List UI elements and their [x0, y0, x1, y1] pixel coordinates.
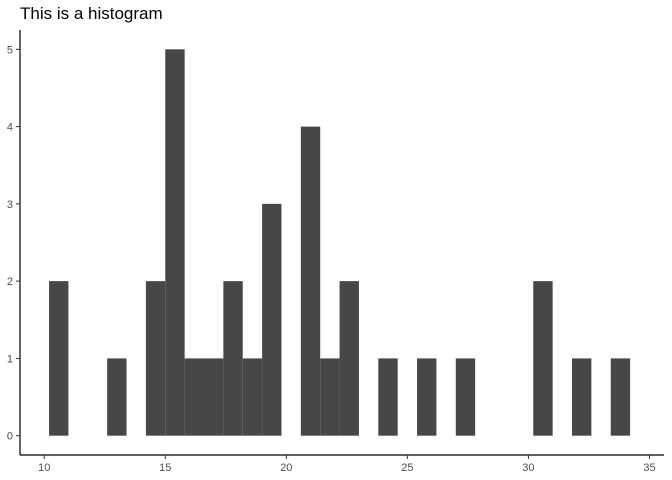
histogram-bar-25 [533, 281, 553, 436]
histogram-bar-9 [223, 281, 243, 436]
histogram-bar-14 [320, 358, 340, 436]
x-tick-label: 30 [522, 462, 534, 474]
y-tick-label: 0 [7, 431, 13, 443]
histogram-bar-27 [572, 358, 592, 436]
bars-group [49, 49, 631, 436]
x-tick-label: 35 [643, 462, 655, 474]
histogram-bar-11 [262, 203, 282, 436]
histogram-bar-17 [378, 358, 398, 436]
chart-title: This is a histogram [20, 4, 163, 23]
y-tick-label: 4 [7, 122, 13, 134]
y-tick-label: 1 [7, 353, 13, 365]
histogram-bar-15 [339, 281, 359, 436]
histogram-bar-21 [455, 358, 476, 436]
x-tick-label: 15 [159, 462, 171, 474]
y-tick-label: 3 [7, 199, 13, 211]
histogram-bar-10 [242, 358, 263, 436]
histogram-bar-19 [417, 358, 437, 436]
x-tick-label: 10 [38, 462, 50, 474]
histogram-bar-5 [145, 281, 166, 436]
histogram-bar-13 [300, 126, 321, 436]
histogram-bar-7 [184, 358, 204, 436]
axes-group: 0 1 2 3 4 5 10 15 20 25 30 35 [7, 30, 664, 474]
y-tick-label: 2 [7, 276, 13, 288]
histogram-bar-0 [49, 281, 69, 436]
histogram-bar-8 [204, 358, 224, 436]
histogram-bar-3 [107, 358, 127, 436]
x-tick-label: 25 [401, 462, 413, 474]
histogram-bar-6 [165, 49, 185, 436]
x-tick-label: 20 [280, 462, 292, 474]
histogram-bar-29 [610, 358, 631, 436]
y-tick-label: 5 [7, 44, 13, 56]
